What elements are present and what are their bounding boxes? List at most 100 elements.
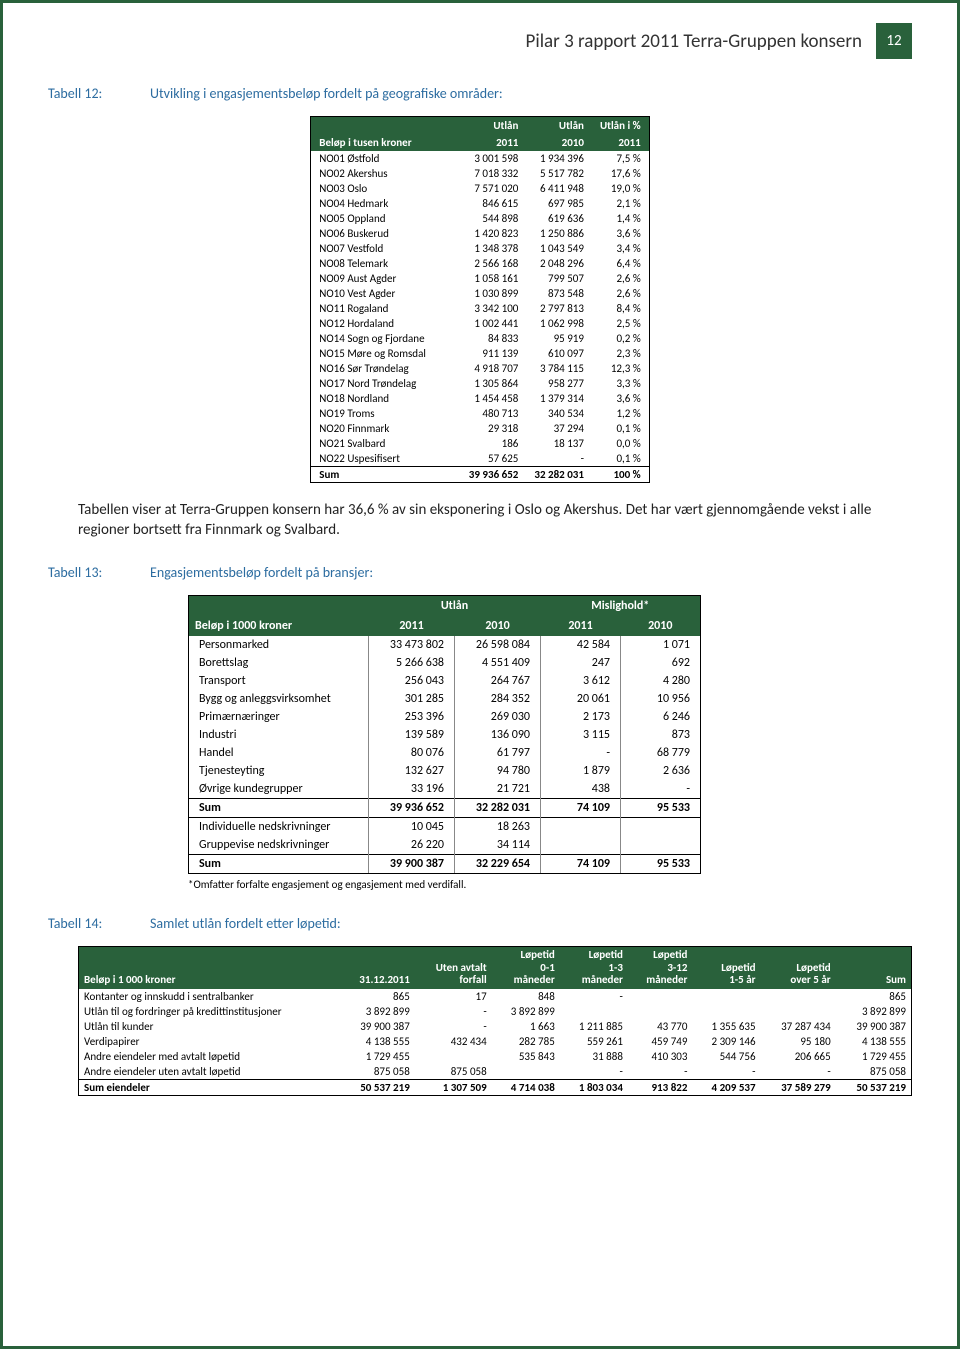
- table-cell: 2 797 813: [526, 301, 592, 316]
- table-cell: Transport: [189, 672, 369, 690]
- table-cell: 21 721: [455, 780, 541, 799]
- table-cell: 3 001 598: [461, 151, 527, 166]
- table-cell: NO08 Telemark: [311, 256, 461, 271]
- table-cell: 95 180: [761, 1034, 836, 1049]
- table14-caption: Tabell 14: Samlet utlån fordelt etter lø…: [48, 915, 912, 932]
- table-cell: Sum: [189, 855, 369, 874]
- table-cell: 4 138 555: [339, 1034, 415, 1049]
- table-cell: 3 115: [541, 726, 621, 744]
- table-cell: 37 294: [526, 421, 592, 436]
- table-cell: -: [415, 1019, 492, 1034]
- table-cell: [628, 989, 693, 1004]
- table-cell: 1,2 %: [592, 406, 649, 421]
- table-cell: Borettslag: [189, 654, 369, 672]
- table-cell: 3 892 899: [836, 1004, 912, 1019]
- table-cell: [415, 1049, 492, 1064]
- table-cell: Individuelle nedskrivninger: [189, 818, 369, 837]
- table12: Utlån Utlån Utlån i % Beløp i tusen kron…: [310, 116, 649, 483]
- table-cell: 3 892 899: [492, 1004, 560, 1019]
- t13-h: 2011: [541, 616, 621, 636]
- table-cell: 875 058: [415, 1064, 492, 1080]
- t12-h: 2010: [526, 134, 592, 151]
- table-cell: 432 434: [415, 1034, 492, 1049]
- table-cell: 1 305 864: [461, 376, 527, 391]
- table-cell: 34 114: [455, 836, 541, 855]
- table-cell: 559 261: [560, 1034, 628, 1049]
- table-cell: 0,0 %: [592, 436, 649, 451]
- table-cell: 29 318: [461, 421, 527, 436]
- t13-h: 2010: [455, 616, 541, 636]
- table-cell: NO02 Akershus: [311, 166, 461, 181]
- table13: Utlån Mislighold* Beløp i 1000 kroner 20…: [188, 595, 701, 874]
- table-cell: 7,5 %: [592, 151, 649, 166]
- table13-caption-label: Tabell 13:: [48, 564, 122, 581]
- table-cell: -: [628, 1064, 693, 1080]
- table-cell: 0,1 %: [592, 451, 649, 467]
- table-cell: 4 209 537: [692, 1079, 760, 1095]
- table-cell: 1 058 161: [461, 271, 527, 286]
- table-cell: 37 287 434: [761, 1019, 836, 1034]
- table-cell: 20 061: [541, 690, 621, 708]
- table-cell: 39 900 387: [339, 1019, 415, 1034]
- table-cell: [628, 1004, 693, 1019]
- table-cell: Gruppevise nedskrivninger: [189, 836, 369, 855]
- table14-wrapper: Beløp i 1 000 kroner31.12.2011Uten avtal…: [78, 946, 912, 1096]
- table-cell: [541, 818, 621, 837]
- table-cell: 43 770: [628, 1019, 693, 1034]
- table-cell: 4 714 038: [492, 1079, 560, 1095]
- t12-h: 2011: [461, 134, 527, 151]
- table-cell: 269 030: [455, 708, 541, 726]
- table-cell: 282 785: [492, 1034, 560, 1049]
- table-cell: NO10 Vest Agder: [311, 286, 461, 301]
- page-container: Pilar 3 rapport 2011 Terra-Gruppen konse…: [0, 0, 960, 1349]
- table-cell: [621, 818, 701, 837]
- table-cell: [492, 1064, 560, 1080]
- table-cell: 6 411 948: [526, 181, 592, 196]
- table-cell: 544 898: [461, 211, 527, 226]
- table-cell: Tjenesteyting: [189, 762, 369, 780]
- page-number-badge: 12: [876, 23, 912, 59]
- table-cell: 0,2 %: [592, 331, 649, 346]
- table-cell: 256 043: [369, 672, 455, 690]
- table-cell: 1 879: [541, 762, 621, 780]
- table-cell: Utlån til kunder: [79, 1019, 339, 1034]
- table-cell: Andre eiendeler med avtalt løpetid: [79, 1049, 339, 1064]
- table-cell: 3 784 115: [526, 361, 592, 376]
- table-cell: Handel: [189, 744, 369, 762]
- table-cell: -: [761, 1064, 836, 1080]
- table-cell: 284 352: [455, 690, 541, 708]
- table-cell: 610 097: [526, 346, 592, 361]
- paragraph-text: Tabellen viser at Terra-Gruppen konsern …: [78, 501, 882, 540]
- t12-h: 2011: [592, 134, 649, 151]
- table-cell: 873 548: [526, 286, 592, 301]
- table-cell: Utlån til og fordringer på kredittinstit…: [79, 1004, 339, 1019]
- table-cell: 865: [836, 989, 912, 1004]
- table13-body: Personmarked33 473 80226 598 08442 5841 …: [189, 636, 701, 874]
- table-cell: Bygg og anleggsvirksomhet: [189, 690, 369, 708]
- table-cell: 301 285: [369, 690, 455, 708]
- table-cell: 2,6 %: [592, 286, 649, 301]
- table-cell: NO14 Sogn og Fjordane: [311, 331, 461, 346]
- t14-h: Uten avtaltforfall: [415, 947, 492, 989]
- table14: Beløp i 1 000 kroner31.12.2011Uten avtal…: [78, 946, 912, 1096]
- table14-caption-label: Tabell 14:: [48, 915, 122, 932]
- table-cell: 1 250 886: [526, 226, 592, 241]
- table-cell: 206 665: [761, 1049, 836, 1064]
- table-cell: 17: [415, 989, 492, 1004]
- table-cell: Personmarked: [189, 636, 369, 654]
- table-cell: 846 615: [461, 196, 527, 211]
- page-header: Pilar 3 rapport 2011 Terra-Gruppen konse…: [48, 23, 912, 59]
- table-cell: Kontanter og innskudd i sentralbanker: [79, 989, 339, 1004]
- table-cell: NO07 Vestfold: [311, 241, 461, 256]
- table-cell: 39 900 387: [836, 1019, 912, 1034]
- table-cell: 57 625: [461, 451, 527, 467]
- table-cell: 32 282 031: [455, 799, 541, 818]
- table-cell: 1 030 899: [461, 286, 527, 301]
- table-cell: NO04 Hedmark: [311, 196, 461, 211]
- t13-h: Beløp i 1000 kroner: [189, 616, 369, 636]
- table-cell: 0,1 %: [592, 421, 649, 436]
- table-cell: NO21 Svalbard: [311, 436, 461, 451]
- table-cell: 3,4 %: [592, 241, 649, 256]
- table-cell: 2 309 146: [692, 1034, 760, 1049]
- table-cell: 94 780: [455, 762, 541, 780]
